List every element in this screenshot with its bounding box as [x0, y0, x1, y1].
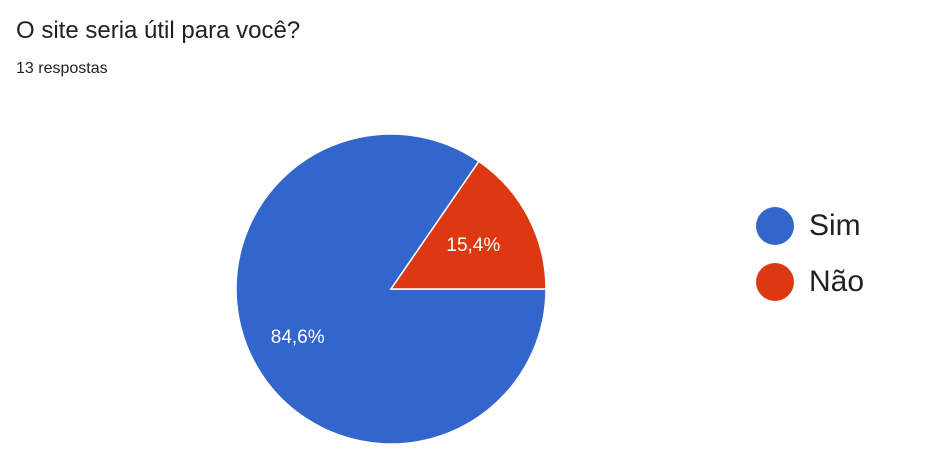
- pie-slice-nao[interactable]: [389, 160, 547, 290]
- pie-slice-labels: 84,6% 15,4%: [271, 235, 501, 348]
- legend-label-nao: Não: [809, 265, 865, 298]
- legend-swatch-sim: [756, 207, 794, 245]
- legend-item-sim[interactable]: Sim: [756, 198, 864, 254]
- response-count: 13 respostas: [16, 60, 108, 77]
- chart-legend: Sim Não: [756, 198, 864, 310]
- legend-item-nao[interactable]: Não: [756, 254, 864, 310]
- legend-label-sim: Sim: [809, 209, 861, 242]
- pie-slice-label-nao: 15,4%: [446, 235, 500, 256]
- pie-slices: [235, 133, 547, 445]
- pie-slice-label-sim: 84,6%: [271, 327, 325, 348]
- legend-swatch-nao: [756, 263, 794, 301]
- question-title: O site seria útil para você?: [16, 17, 301, 44]
